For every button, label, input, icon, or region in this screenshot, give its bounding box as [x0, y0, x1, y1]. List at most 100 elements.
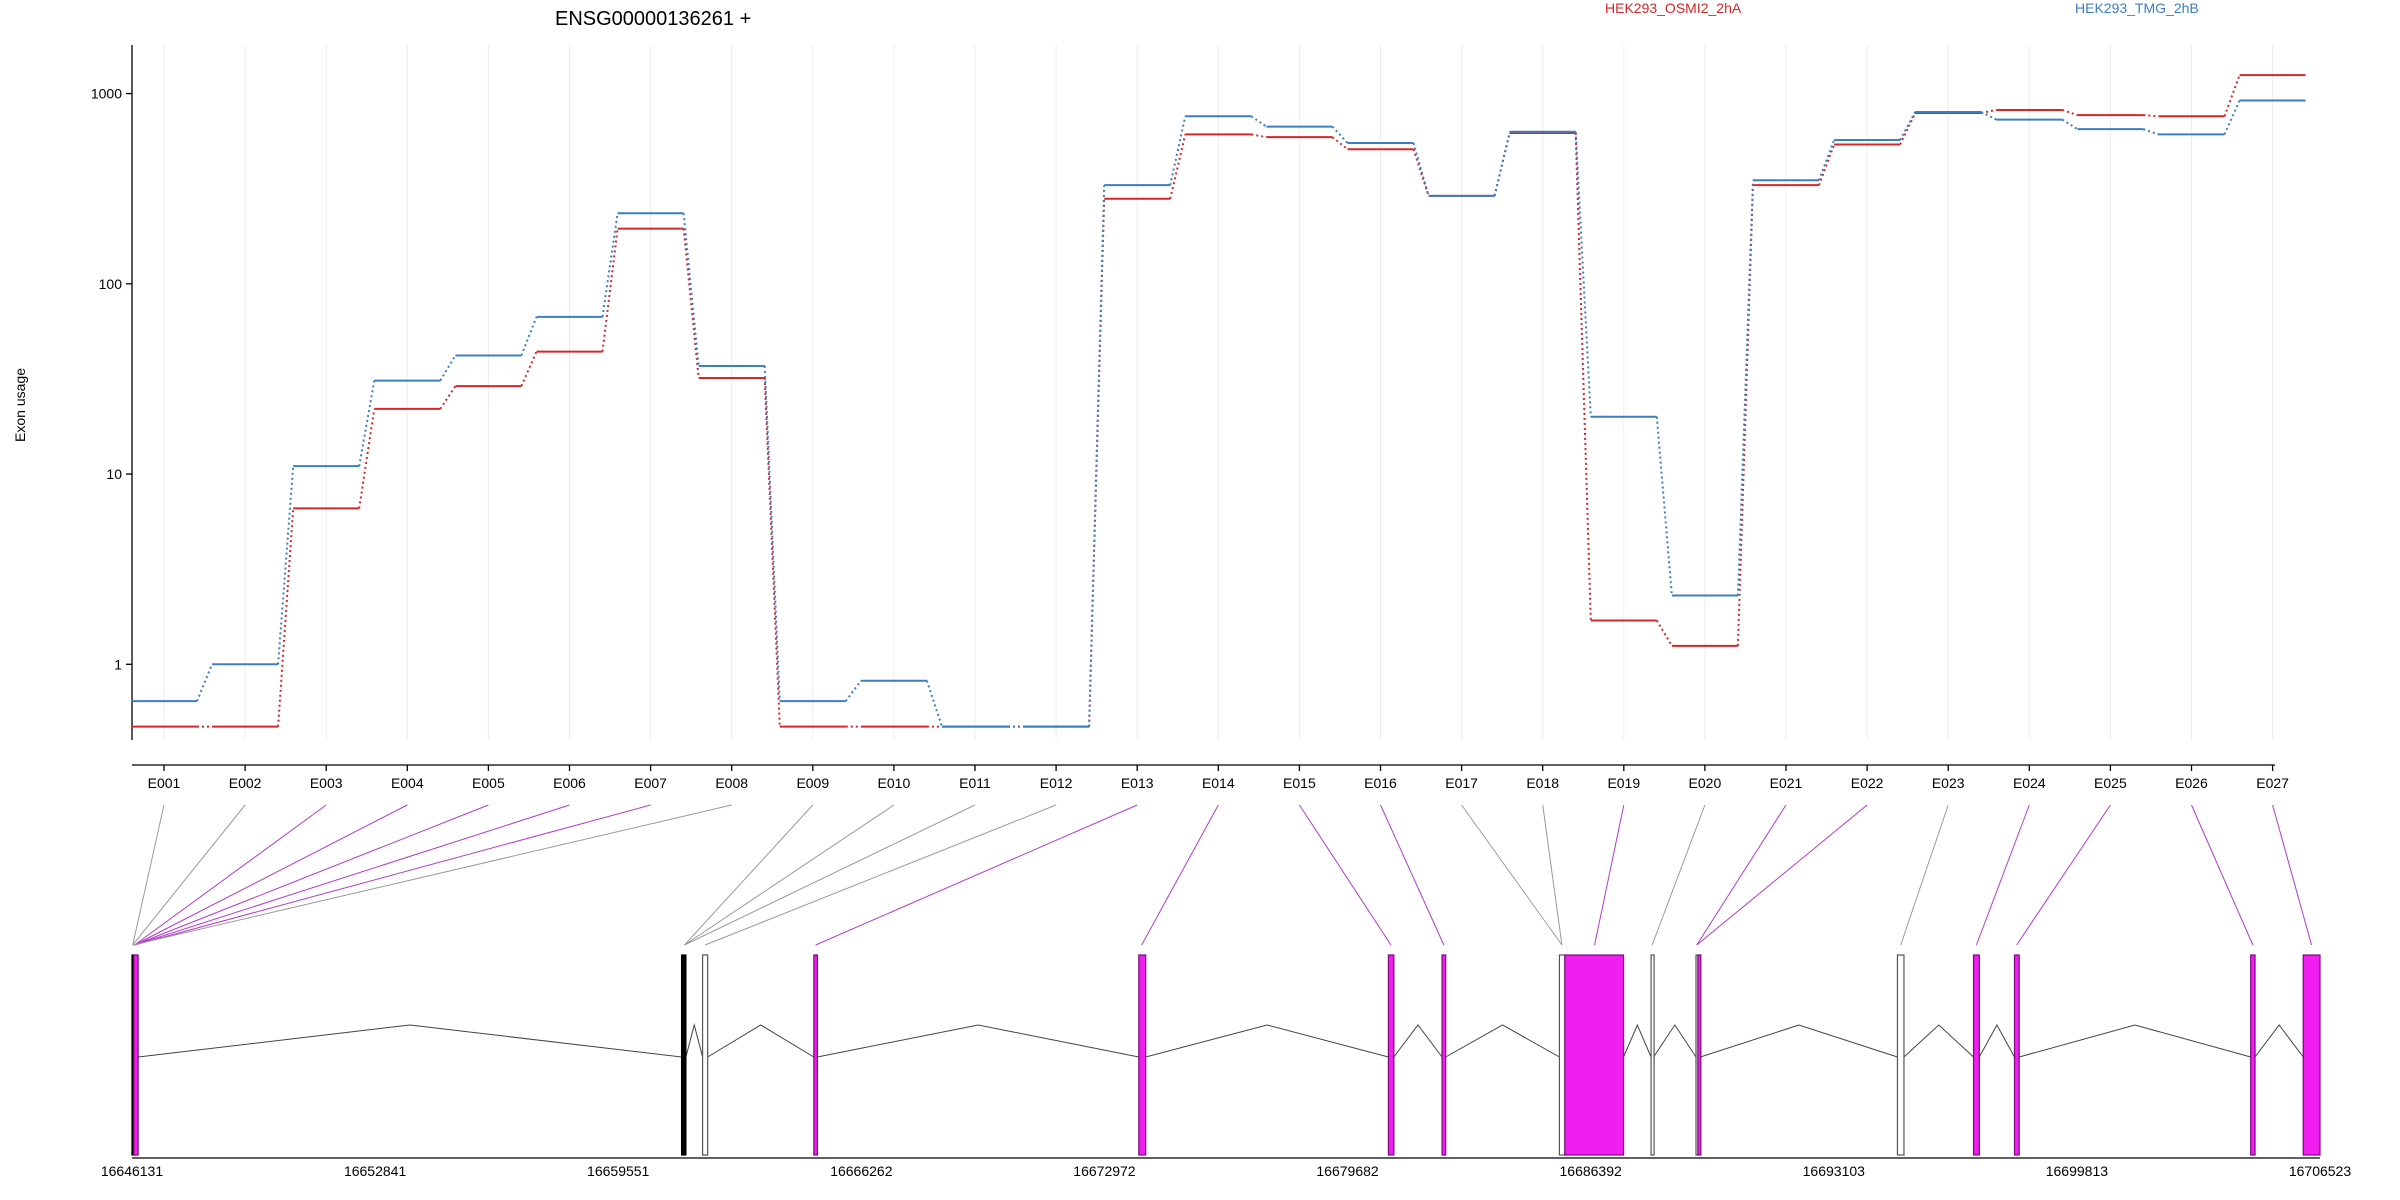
intron-line [817, 1024, 1139, 1058]
series-0-connector [1574, 133, 1592, 621]
mapping-line-e011 [684, 804, 976, 946]
x-tick-label-e017: E017 [1445, 775, 1478, 791]
mapping-line-e001 [132, 804, 165, 946]
intron-line [1903, 1024, 1974, 1058]
series-1-connector [1169, 116, 1187, 186]
mapping-line-e005 [134, 804, 489, 946]
mapping-line-e026 [2191, 804, 2254, 946]
genomic-tick-label: 16693103 [1803, 1163, 1866, 1179]
y-tick-label: 10 [106, 466, 122, 482]
x-tick-label-e005: E005 [472, 775, 505, 791]
y-tick-label: 100 [99, 276, 123, 292]
series-0-connector [601, 228, 619, 352]
intron-line [2254, 1024, 2304, 1058]
intron-line [138, 1024, 682, 1058]
x-tick-label-e016: E016 [1364, 775, 1397, 791]
series-0-connector [2223, 74, 2241, 117]
x-tick-label-e008: E008 [715, 775, 748, 791]
intron-line [1393, 1024, 1443, 1058]
exon-box [2302, 954, 2321, 1156]
series-0-connector [1251, 133, 1267, 139]
series-1-connector [1980, 111, 1997, 121]
x-tick-label-e019: E019 [1607, 775, 1640, 791]
mapping-line-e020 [1651, 804, 1706, 946]
x-tick-label-e022: E022 [1851, 775, 1884, 791]
x-tick-label-e013: E013 [1121, 775, 1154, 791]
x-tick-label-e023: E023 [1932, 775, 1965, 791]
x-tick-label-e010: E010 [878, 775, 911, 791]
x-tick-label-e025: E025 [2094, 775, 2127, 791]
exon-box [1896, 954, 1905, 1156]
axes: 1 10 100 1000 E001 E002 E003 E004 E005 E006 E007 E0… [91, 45, 2289, 791]
chart-title: ENSG00000136261 + [555, 8, 751, 30]
x-tick-label-e014: E014 [1202, 775, 1235, 791]
exon-box [1972, 954, 1980, 1156]
mapping-line-e022 [1696, 804, 1868, 946]
mapping-line-e018 [1542, 804, 1563, 946]
series-1-connector [1493, 131, 1511, 197]
mapping-line-e003 [134, 804, 327, 946]
intron-line [1978, 1023, 2015, 1058]
legend-entry-osmi2: HEK293_OSMI2_2hA [1605, 0, 1742, 16]
series-0-connector [1899, 112, 1917, 145]
x-tick-label-e001: E001 [148, 775, 181, 791]
y-tick-label: 1000 [91, 86, 122, 102]
series-1-connector [2143, 128, 2159, 136]
series-0-connector [1331, 136, 1349, 150]
series-1-connector [2061, 118, 2078, 131]
mapping-line-e014 [1141, 804, 1219, 946]
mapping-line-e016 [1380, 804, 1445, 946]
x-tick-label-e021: E021 [1770, 775, 1803, 791]
series-1-connector [2223, 100, 2241, 135]
exon-box [701, 954, 709, 1156]
intron-line [1623, 1023, 1652, 1058]
mapping-line-e012 [704, 804, 1057, 946]
series-1-connector [196, 663, 214, 702]
series-1-connector [277, 466, 295, 665]
exon-box [133, 954, 139, 1156]
mapping-line-e017 [1461, 804, 1563, 946]
mapping-line-e025 [2016, 804, 2111, 946]
exon-box [2250, 954, 2256, 1156]
series-1-connector [682, 213, 700, 367]
series-1-connector [1088, 185, 1106, 727]
x-tick-label-e006: E006 [553, 775, 586, 791]
series-1-connector [763, 365, 781, 702]
series-0-connector [1169, 134, 1187, 199]
x-tick-label-e024: E024 [2013, 775, 2046, 791]
series-1-connector [1899, 111, 1917, 141]
exon-box [1387, 954, 1395, 1156]
exon-box [1558, 954, 1566, 1156]
series-1-connector [925, 680, 943, 727]
exon-box [813, 954, 819, 1156]
exon-box [1441, 954, 1447, 1156]
exon-box [1650, 954, 1655, 1156]
series-1-connector [1412, 142, 1430, 197]
genomic-tick-label: 16652841 [344, 1163, 407, 1179]
x-tick-label-e026: E026 [2175, 775, 2208, 791]
series-0-connector [277, 508, 295, 727]
exon-box [2013, 954, 2020, 1156]
series-1-connector [439, 354, 457, 382]
series-0-connector [1493, 132, 1511, 197]
intron-line [685, 1023, 704, 1058]
series-1-connector [844, 680, 862, 702]
genomic-tick-label: 16706523 [2289, 1163, 2352, 1179]
series-1-connector [1655, 416, 1673, 596]
series-lines [131, 74, 2306, 728]
series-0-connector [763, 377, 781, 727]
grid-lines [163, 45, 2274, 740]
series-0-connector [520, 351, 538, 387]
x-tick-label-e027: E027 [2256, 775, 2289, 791]
mapping-line-e002 [132, 804, 246, 946]
mapping-line-e019 [1594, 804, 1625, 946]
series-1-connector [1736, 180, 1754, 596]
genomic-tick-label: 16672972 [1073, 1163, 1136, 1179]
x-tick-label-e009: E009 [796, 775, 829, 791]
exon-box [1138, 954, 1147, 1156]
mapping-line-e023 [1900, 804, 1949, 946]
intron-line [1653, 1024, 1697, 1058]
mapping-line-e010 [684, 804, 895, 946]
mapping-line-e004 [134, 804, 408, 946]
series-0-connector [2143, 114, 2159, 118]
